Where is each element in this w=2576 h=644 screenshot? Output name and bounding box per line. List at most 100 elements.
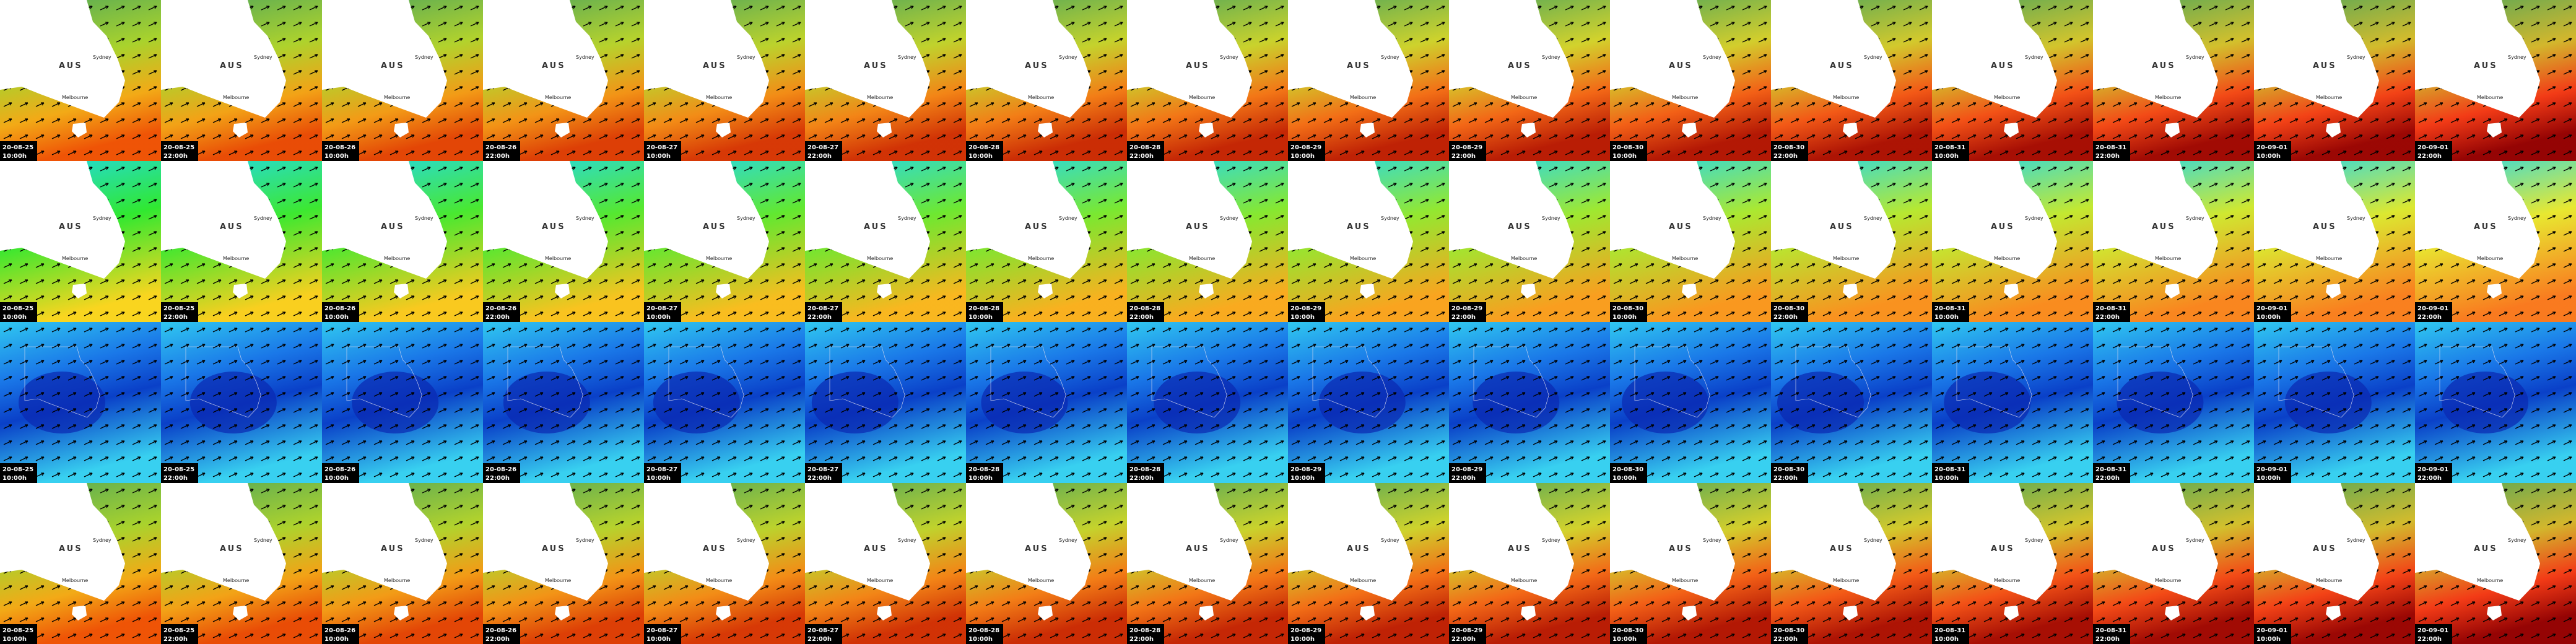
city-label: Melbourne — [1833, 578, 1859, 583]
country-label: AUS — [703, 61, 727, 71]
date-label: 20-08-28 — [968, 466, 999, 473]
label-box — [644, 302, 681, 322]
map-tile: AUS Sydney Melbourne 20-09-01 22:00h — [2415, 0, 2576, 161]
country-label: AUS — [864, 222, 888, 232]
city-label: Sydney — [2186, 215, 2204, 221]
country-label: AUS — [2474, 544, 2498, 554]
label-box — [1127, 463, 1164, 483]
land — [805, 0, 930, 118]
country-label: AUS — [1025, 61, 1049, 71]
country-label: AUS — [381, 222, 405, 232]
city-label: Sydney — [93, 215, 111, 221]
label-box — [2093, 624, 2130, 644]
city-label: Melbourne — [1672, 578, 1698, 583]
map-tile: 20-08-31 22:00h — [2093, 322, 2254, 483]
time-label: 22:00h — [2095, 153, 2120, 160]
label-box — [1610, 141, 1647, 161]
time-label: 10:00h — [646, 153, 671, 160]
time-label: 10:00h — [1612, 636, 1637, 643]
land — [394, 123, 409, 137]
land — [1199, 284, 1214, 298]
date-label: 20-08-29 — [1290, 305, 1321, 312]
city-label: Melbourne — [1672, 95, 1698, 100]
date-label: 20-08-30 — [1773, 144, 1804, 151]
city-label: Sydney — [2347, 54, 2365, 60]
date-label: 20-08-31 — [2095, 627, 2126, 634]
label-box — [1610, 463, 1647, 483]
date-label: 20-08-31 — [1934, 627, 1965, 634]
label-box — [1288, 463, 1325, 483]
date-label: 20-08-29 — [1290, 144, 1321, 151]
wind-arrows — [1932, 322, 2093, 483]
time-label: 10:00h — [1290, 314, 1315, 321]
country-label: AUS — [2474, 222, 2498, 232]
map-tile: AUS Sydney Melbourne 20-08-26 22:00h — [483, 0, 644, 161]
label-box — [2093, 463, 2130, 483]
country-label: AUS — [1669, 222, 1693, 232]
time-label: 22:00h — [1451, 314, 1476, 321]
city-label: Melbourne — [1350, 95, 1376, 100]
map-tile: AUS Sydney Melbourne 20-08-30 10:00h — [1610, 483, 1771, 644]
time-label: 22:00h — [2417, 153, 2442, 160]
map-tile: AUS Sydney Melbourne 20-08-27 10:00h — [644, 161, 805, 322]
date-label: 20-08-30 — [1612, 627, 1643, 634]
label-box — [483, 141, 520, 161]
country-label: AUS — [1991, 61, 2015, 71]
wind-arrows — [2093, 322, 2254, 483]
wind-arrows — [644, 322, 805, 483]
city-label: Sydney — [93, 54, 111, 60]
date-label: 20-08-31 — [1934, 466, 1965, 473]
city-label: Sydney — [1864, 54, 1882, 60]
city-label: Melbourne — [2155, 256, 2181, 261]
label-box — [2254, 302, 2291, 322]
city-label: Melbourne — [1189, 95, 1215, 100]
date-label: 20-08-27 — [807, 144, 838, 151]
land — [2487, 606, 2502, 620]
city-label: Melbourne — [2477, 578, 2503, 583]
city-label: Melbourne — [223, 256, 249, 261]
label-box — [2415, 624, 2452, 644]
map-tile: 20-08-30 10:00h — [1610, 322, 1771, 483]
country-label: AUS — [381, 544, 405, 554]
city-label: Sydney — [2025, 537, 2043, 543]
time-label: 22:00h — [1773, 153, 1798, 160]
time-label: 10:00h — [1934, 314, 1959, 321]
label-box — [1771, 624, 1808, 644]
date-label: 20-08-28 — [1129, 466, 1160, 473]
land — [805, 483, 930, 601]
label-box — [805, 141, 842, 161]
city-label: Sydney — [1864, 215, 1882, 221]
label-box — [1127, 624, 1164, 644]
date-label: 20-09-01 — [2417, 627, 2448, 634]
label-box — [966, 463, 1003, 483]
city-label: Melbourne — [545, 256, 571, 261]
land — [322, 0, 447, 118]
land — [1449, 161, 1574, 279]
time-label: 10:00h — [968, 153, 993, 160]
map-tile: AUS Sydney Melbourne 20-08-27 22:00h — [805, 0, 966, 161]
land — [1682, 123, 1697, 137]
wind-arrows — [483, 322, 644, 483]
label-box — [966, 141, 1003, 161]
land — [0, 0, 125, 118]
land — [877, 606, 892, 620]
city-label: Sydney — [1703, 215, 1721, 221]
date-label: 20-08-26 — [485, 144, 516, 151]
label-box — [161, 624, 198, 644]
city-label: Sydney — [2347, 537, 2365, 543]
land — [2165, 284, 2180, 298]
time-label: 22:00h — [163, 314, 188, 321]
country-label: AUS — [1025, 222, 1049, 232]
time-label: 22:00h — [485, 314, 510, 321]
time-label: 10:00h — [324, 314, 349, 321]
label-box — [1449, 463, 1486, 483]
land — [644, 0, 769, 118]
city-label: Melbourne — [1511, 256, 1537, 261]
country-label: AUS — [2152, 544, 2176, 554]
city-label: Sydney — [898, 54, 916, 60]
label-box — [0, 624, 37, 644]
map-tile: 20-08-26 10:00h — [322, 322, 483, 483]
city-label: Melbourne — [1028, 578, 1054, 583]
date-label: 20-08-26 — [485, 627, 516, 634]
land — [877, 123, 892, 137]
